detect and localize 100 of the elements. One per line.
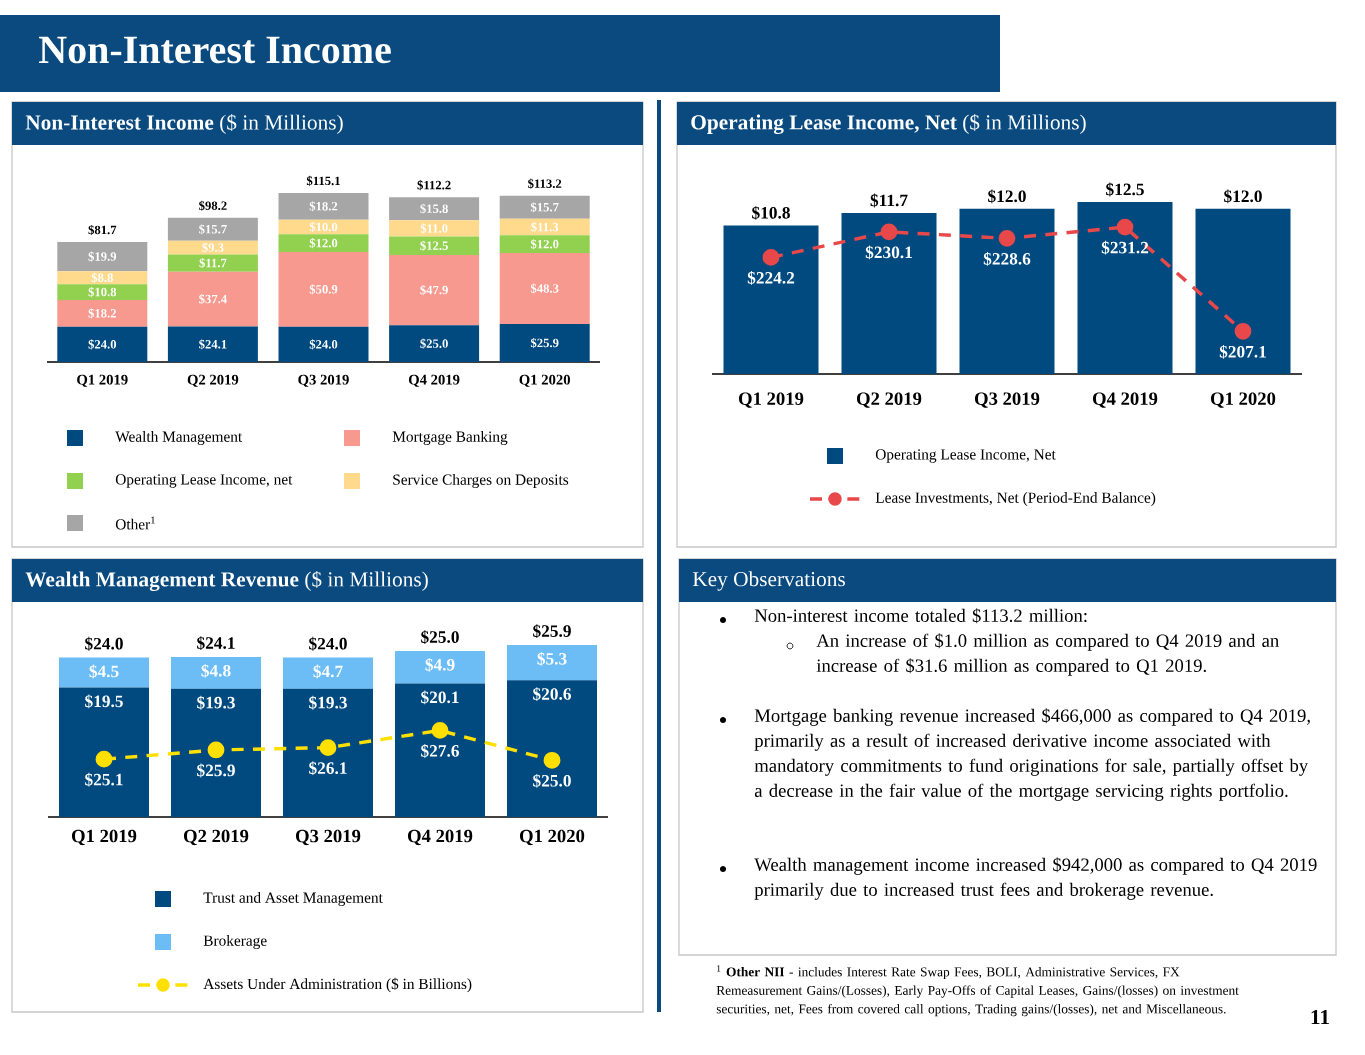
data-label: $20.6 [533, 687, 571, 701]
legend-label: Service Charges on Deposits [393, 474, 569, 488]
data-label: $15.8 [420, 203, 448, 214]
legend-label: Trust and Asset Management [203, 892, 383, 906]
point [998, 229, 1016, 247]
data-label: $25.1 [85, 772, 123, 787]
bar [57, 284, 148, 300]
data-label: $230.1 [865, 245, 912, 260]
data-label: $24.1 [199, 339, 227, 350]
x-tick-label: Q4 2019 [408, 829, 473, 846]
point [319, 739, 337, 757]
data-label: $207.1 [1219, 344, 1266, 359]
bar [283, 688, 373, 817]
legend-label: Assets Under Administration ($ in Billions) [203, 977, 472, 993]
chart-title: Operating Lease Income, Net ($ in Millions) [691, 113, 1086, 135]
total-label: $25.0 [421, 630, 459, 645]
x-tick-label: Q1 2019 [77, 374, 128, 387]
legend-label: Mortgage Banking [392, 431, 508, 445]
x-tick-label: Q1 2020 [520, 829, 585, 846]
point [1116, 218, 1134, 236]
bar [167, 254, 258, 272]
legend-label: Lease Investments, Net (Period-End Balance) [875, 492, 1156, 506]
bar [283, 657, 373, 689]
data-label: $12.5 [1106, 182, 1144, 197]
data-label: $11.0 [420, 223, 448, 234]
bar [57, 326, 148, 362]
data-label: $15.7 [530, 202, 559, 213]
point [543, 751, 561, 769]
legend-label: Wealth Management [115, 431, 243, 445]
data-label: $50.9 [309, 284, 338, 295]
data-label: $231.2 [1101, 240, 1149, 255]
legend-label: Operating Lease Income, Net [875, 449, 1056, 463]
legend-label: Brokerage [203, 935, 267, 949]
bar [171, 656, 261, 689]
bar [499, 218, 590, 236]
data-label: $24.0 [309, 339, 338, 350]
data-label: $26.1 [309, 761, 347, 776]
total-label: $112.2 [417, 180, 451, 191]
text: $^{1}$ Other NII - includes Interest Rate Swap Fees, BOLI, Administrative Services, FX Remeasurement Gains/(Losses), Early Pay-Offs of Capital Leases, Gains/(losses) on investment securities, net, Fees from covered call options, Trading gains/(losses), net and Miscellaneous. [716, 965, 1239, 1017]
legend-label: Other$^{1}$ [115, 516, 155, 530]
point [207, 741, 225, 759]
data-label: $4.5 [89, 664, 119, 679]
data-label: $19.3 [197, 695, 235, 710]
data-label: $228.6 [983, 251, 1031, 266]
data-label: $25.0 [420, 338, 448, 349]
bar [395, 650, 485, 684]
bar [278, 234, 369, 252]
data-label: $18.2 [309, 201, 338, 212]
data-label: $5.3 [537, 651, 567, 666]
bar [499, 323, 590, 362]
x-tick-label: Q3 2019 [298, 374, 349, 387]
bar [167, 271, 258, 327]
data-label: $20.1 [421, 690, 459, 705]
total-label: $25.9 [533, 624, 571, 639]
bar [389, 236, 480, 255]
bar [507, 645, 597, 681]
data-label: $12.5 [420, 240, 448, 251]
total-label: $24.1 [197, 636, 235, 651]
data-label: $4.9 [425, 657, 455, 672]
bar [278, 192, 369, 220]
x-tick-label: Q3 2019 [975, 392, 1040, 408]
data-label: $18.2 [88, 308, 117, 319]
x-tick-label: Q3 2019 [296, 829, 361, 846]
bar [389, 254, 480, 326]
text: An increase of $1.0 million as compared to Q4 2019 and an increase of $31.6 million as compared to Q1 2019. [816, 633, 1279, 676]
text: Non-Interest Income [39, 36, 391, 64]
bar [57, 241, 148, 272]
point [762, 248, 780, 266]
bar [389, 220, 480, 237]
data-label: $25.9 [530, 337, 559, 349]
total-label: $113.2 [528, 178, 562, 189]
data-label: $11.7 [199, 257, 227, 269]
bar [499, 195, 590, 219]
data-label: $48.3 [530, 283, 559, 294]
bar [507, 680, 597, 817]
data-label: $37.4 [199, 294, 227, 305]
bar [499, 252, 590, 324]
text: Wealth management income increased $942,000 as compared to Q4 2019 primarily due to increased trust fees and brokerage revenue. [754, 857, 1317, 900]
data-label: $11.7 [870, 193, 908, 208]
bar [389, 325, 480, 362]
x-tick-label: Q2 2019 [857, 392, 922, 408]
text: Non-interest income totaled $113.2 million: [754, 608, 1087, 624]
data-label: $10.8 [752, 205, 790, 220]
data-label: $12.0 [988, 189, 1026, 204]
data-label: $12.0 [309, 238, 338, 249]
data-label: $10.0 [309, 221, 338, 233]
point [1234, 322, 1252, 340]
data-label: $10.8 [88, 286, 117, 298]
point [880, 223, 898, 241]
legend-label: Operating Lease Income, net [115, 474, 293, 488]
point [95, 750, 113, 768]
data-label: $27.6 [421, 744, 459, 758]
data-label: $24.0 [88, 339, 117, 350]
data-label: $19.3 [309, 695, 347, 710]
data-label: $15.7 [199, 224, 227, 235]
data-label: $25.0 [533, 773, 571, 788]
x-tick-label: Q2 2019 [184, 829, 249, 846]
bar [57, 271, 148, 285]
chart-title: Wealth Management Revenue ($ in Millions) [25, 570, 428, 592]
point [431, 722, 449, 739]
